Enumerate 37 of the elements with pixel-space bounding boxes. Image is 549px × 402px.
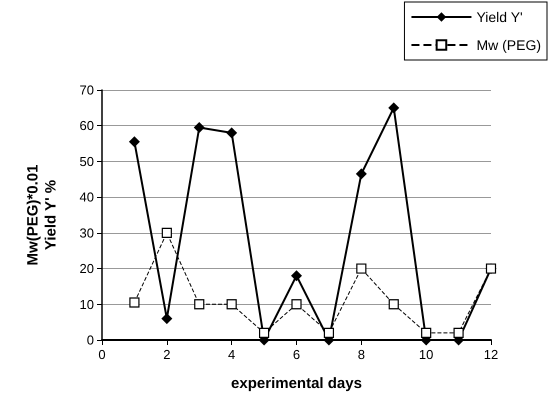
y-tick-label: 70 [80, 82, 94, 98]
point [194, 299, 204, 310]
y-tick-label: 10 [80, 296, 94, 312]
y-axis-title: Mw(PEG)*0.01 Yield Y' % [24, 164, 60, 266]
x-tick-label: 12 [484, 347, 498, 362]
y-tick-label: 50 [80, 154, 94, 169]
point [258, 328, 270, 338]
y-tick-label: 0 [86, 332, 94, 348]
x-tick-label: 8 [358, 347, 365, 362]
x-tick-label: 2 [163, 347, 170, 362]
x-tick-label: 6 [292, 347, 300, 362]
x-tick-label: 10 [418, 347, 434, 362]
point [291, 299, 302, 310]
point [356, 168, 367, 180]
point [162, 228, 172, 238]
point [421, 328, 432, 338]
x-axis-title: experimental days [231, 375, 362, 392]
point [324, 328, 334, 338]
point [291, 270, 302, 282]
point [388, 102, 400, 114]
y-tick-label: 60 [80, 118, 94, 134]
point [356, 263, 366, 274]
legend-label: Yield Y' [476, 9, 523, 25]
point [129, 297, 140, 308]
point [194, 122, 205, 133]
y-tick-label: 30 [80, 225, 94, 240]
x-tick-label: 4 [228, 347, 236, 362]
point [161, 313, 172, 324]
point [226, 127, 238, 138]
y-tick-label: 20 [80, 261, 94, 276]
y-tick-label: 40 [80, 190, 94, 205]
point [128, 136, 140, 148]
legend-label: Mw (PEG) [476, 37, 542, 53]
x-tick-label: 0 [98, 347, 106, 362]
point [226, 299, 237, 310]
point [453, 328, 464, 338]
point [388, 299, 399, 310]
